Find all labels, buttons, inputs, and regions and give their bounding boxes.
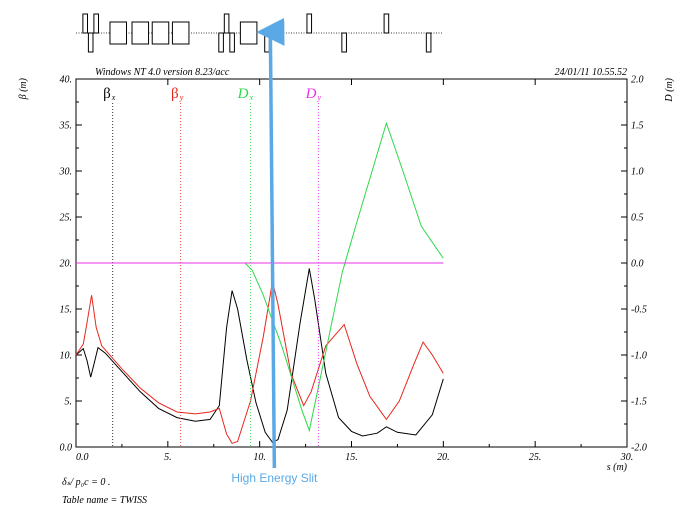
x-tick-label: 0.0 [76,452,89,463]
x-tick-label: 25. [529,452,542,463]
defocusing-quadrupole [218,32,224,53]
header-timestamp: 24/01/11 10.55.52 [555,67,627,78]
defocusing-quadrupole [425,32,432,53]
defocusing-quadrupole [264,32,270,53]
y-left-tick-label: 5. [65,397,73,408]
defocusing-quadrupole [87,32,94,53]
dipole-magnet [239,21,258,45]
dipole-magnet [131,21,150,45]
legend-dx-label: D [237,86,249,102]
y-right-tick-label: 2.0 [631,75,644,86]
series-βy-line [75,281,444,444]
slit-arrow [256,17,285,469]
legend-βx-subscript: x [111,93,116,102]
x-tick-label: 20. [437,452,450,463]
y-right-tick-label: 1.0 [631,167,644,178]
slit-label: High Energy Slit [231,471,318,485]
y-right-tick-label: -1.0 [631,351,647,362]
legend-βy-label: β [171,86,179,102]
focusing-quadrupole [306,13,313,34]
legend-dy-subscript: y [316,93,321,102]
y-left-tick-label: 10. [60,351,73,362]
legend-dy-label: D [305,86,317,102]
y-right-tick-label: -1.5 [631,397,647,408]
footer-table-name: Table name = TWISS [62,495,147,506]
header-version: Windows NT 4.0 version 8.23/acc [95,67,230,78]
dipole-magnet [151,21,170,45]
y-left-tick-label: 40. [60,75,73,86]
y-left-tick-label: 30. [59,167,73,178]
x-tick-label: 5. [164,452,172,463]
y-left-tick-label: 0.0 [60,443,73,454]
lattice-layout [76,13,444,53]
x-axis-title: s (m) [607,462,628,473]
y-left-tick-label: 20. [60,259,73,270]
x-tick-label: 10. [253,452,266,463]
y-right-tick-label: 0.0 [631,259,644,270]
y-right-tick-label: 0.5 [631,213,644,224]
axes: 0.0 5. 10. 15. 20. 25. 30. 0.0 5. 10. 15. 20. 25. 30.… [59,75,647,464]
focusing-quadrupole [223,13,230,34]
defocusing-quadrupole [341,32,347,53]
y-left-tick-label: 35. [59,121,73,132]
x-tick-label: 30. [620,452,634,463]
dipole-magnet [171,21,190,45]
y-right-tick-label: -2.0 [631,443,647,454]
series-dx-line [76,121,444,433]
focusing-quadrupole [383,13,390,34]
x-tick-label: 15. [345,452,358,463]
series-βx-line [75,268,444,444]
focusing-quadrupole [82,13,88,34]
y-right-axis-title: D (m) [664,77,675,102]
legend-βx-label: β [103,86,111,102]
footer-momentum-offset: δₛ/ p₀c = 0 . [62,477,110,488]
legend-βy-subscript: y [179,93,184,102]
defocusing-quadrupole [229,32,235,53]
y-right-tick-label: -0.5 [631,305,647,316]
dipole-magnet [109,21,128,45]
high-energy-slit-annotation: High Energy Slit [231,17,318,485]
y-right-tick-label: 1.5 [631,121,644,132]
focusing-quadrupole [93,13,99,34]
y-left-axis-title: β (m) [18,77,29,100]
y-left-tick-label: 15. [60,305,73,316]
y-left-tick-label: 25. [60,213,73,224]
legend-dx-subscript: x [248,93,253,102]
